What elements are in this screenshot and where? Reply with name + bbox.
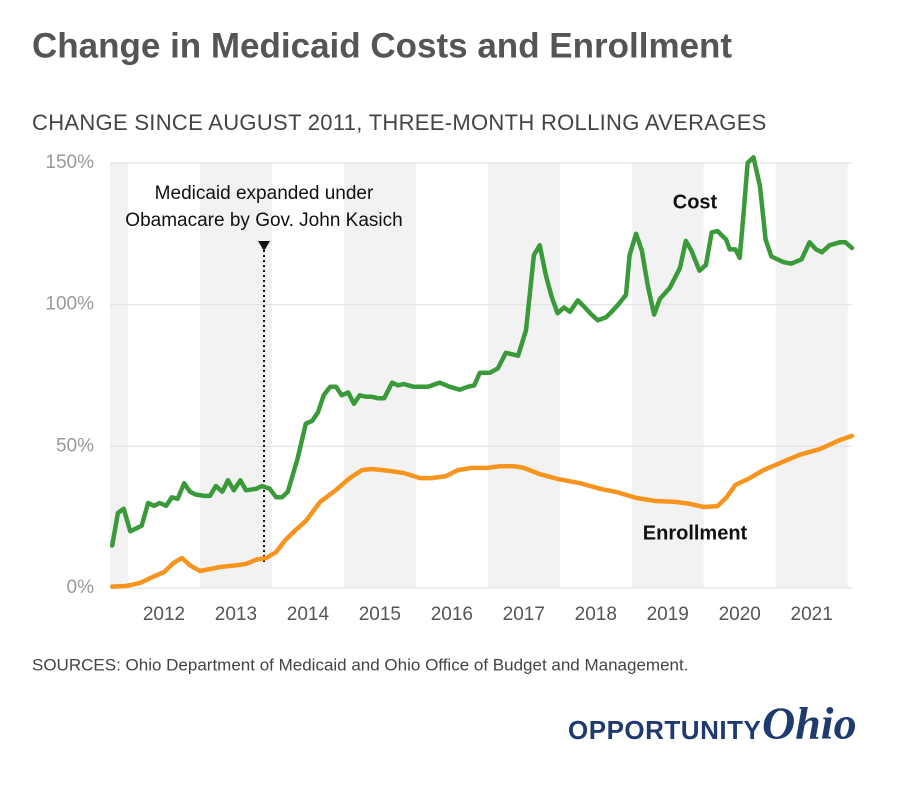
x-tick-label: 2017 [503, 604, 545, 625]
brand-script: Ohio [762, 698, 857, 749]
year-bands [110, 163, 848, 588]
series-label: Cost [673, 191, 718, 213]
year-band [110, 163, 128, 588]
x-tick-label: 2020 [719, 604, 761, 625]
year-band [487, 163, 560, 588]
annotation-text: Medicaid expanded under [155, 183, 374, 204]
chart-title: Change in Medicaid Costs and Enrollment [32, 26, 732, 65]
brand-word: OPPORTUNITY [568, 715, 761, 745]
y-tick-label: 0% [67, 577, 95, 598]
x-tick-label: 2013 [215, 604, 257, 625]
series-line [109, 433, 855, 589]
x-tick-label: 2021 [791, 604, 833, 625]
plot [109, 155, 855, 589]
x-tick-label: 2012 [143, 604, 185, 625]
source: SOURCES: Ohio Department of Medicaid and… [32, 655, 688, 674]
annotation-text: Obamacare by Gov. John Kasich [125, 210, 402, 231]
year-band [199, 163, 272, 588]
x-tick-label: 2019 [647, 604, 689, 625]
series-label: Enrollment [643, 522, 748, 544]
series-line [109, 155, 855, 548]
y-tick-label: 150% [45, 152, 94, 173]
x-tick-label: 2018 [575, 604, 617, 625]
x-tick-label: 2016 [431, 604, 473, 625]
year-band [775, 163, 848, 588]
x-tick-label: 2015 [359, 604, 401, 625]
annotation-arrow [258, 241, 271, 251]
x-tick-label: 2014 [287, 604, 330, 625]
year-band [343, 163, 416, 588]
y-tick-label: 50% [56, 435, 94, 456]
chart-subtitle: CHANGE SINCE AUGUST 2011, THREE-MONTH RO… [32, 110, 767, 135]
y-tick-label: 100% [45, 294, 94, 315]
year-band [631, 163, 704, 588]
